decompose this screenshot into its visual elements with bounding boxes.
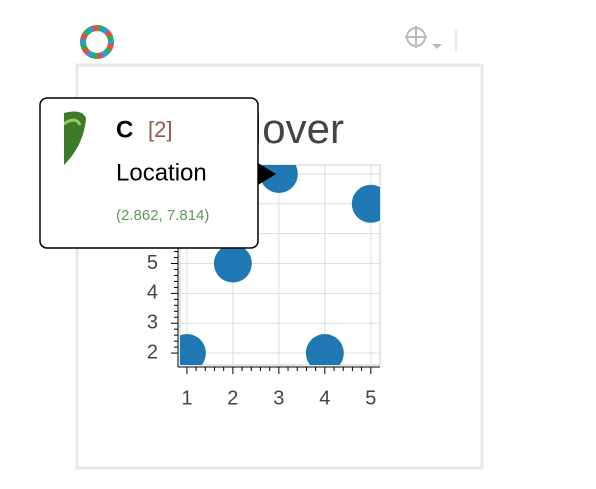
point: [180, 334, 206, 365]
plot-border: [75, 63, 484, 470]
y-tick-label: 5: [147, 252, 158, 274]
tooltip-arrow: [258, 163, 276, 185]
x-tick-label: 5: [365, 387, 376, 409]
snake-image: [64, 118, 82, 126]
tooltip: C [2] Location (2.862, 7.814): [39, 97, 276, 249]
tooltip-name: C: [116, 116, 133, 143]
x-tick-label: 3: [273, 387, 284, 409]
y-tick-label: 2: [147, 341, 158, 363]
y-tick-label: 4: [147, 282, 158, 304]
snake-image: [64, 111, 86, 165]
y-tick-label: 3: [147, 311, 158, 333]
x-tick-label: 2: [227, 387, 238, 409]
point: [305, 334, 344, 365]
point: [213, 244, 252, 283]
x-tick-label: 1: [181, 387, 192, 409]
logo-ring: [80, 25, 114, 59]
x-tick-label: 4: [319, 387, 330, 409]
hover-tool[interactable]: [405, 26, 442, 49]
bokeh-logo[interactable]: [80, 25, 114, 59]
tooltip-coords: (2.862, 7.814): [116, 207, 209, 224]
dropdown-arrow: [432, 44, 442, 49]
tooltip-label: Location: [116, 159, 207, 186]
tooltip-image: [64, 111, 86, 165]
point: [351, 184, 380, 223]
tooltip-index: [2]: [148, 117, 172, 142]
